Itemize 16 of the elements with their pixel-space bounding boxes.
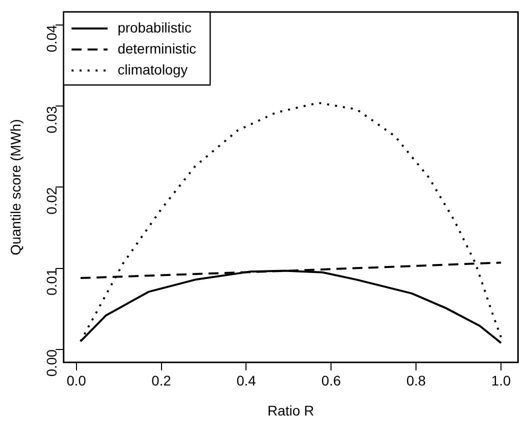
- y-tick-label: 0.04: [43, 24, 60, 52]
- x-tick-label: 0.4: [236, 372, 256, 389]
- x-axis-title: Ratio R: [267, 402, 314, 418]
- y-tick-label: 0.03: [43, 106, 60, 134]
- x-tick-label: 0.6: [321, 372, 342, 389]
- x-tick-label: 0.2: [152, 372, 172, 389]
- legend-label: probabilistic: [118, 19, 192, 36]
- x-tick-label: 0.0: [66, 372, 86, 389]
- y-axis-title: Quantile score (MWh): [7, 119, 24, 256]
- legend-label: deterministic: [118, 40, 196, 56]
- y-tick-label: 0.00: [43, 349, 60, 377]
- y-tick-label: 0.01: [43, 268, 60, 296]
- x-tick-label: 1.0: [491, 372, 511, 389]
- legend-label: climatology: [118, 61, 188, 78]
- y-tick-label: 0.02: [43, 186, 60, 214]
- x-tick-label: 0.8: [406, 372, 426, 389]
